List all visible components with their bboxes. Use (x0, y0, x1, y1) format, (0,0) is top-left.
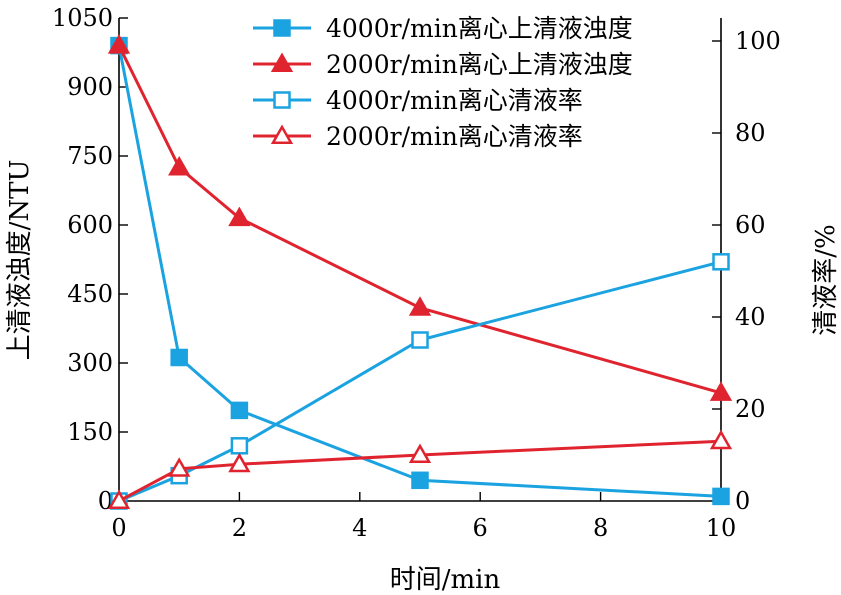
x-tick-label: 2 (232, 514, 247, 542)
series-group (107, 34, 733, 510)
x-tick-label: 6 (473, 514, 488, 542)
x-axis-title: 时间/min (390, 565, 501, 595)
legend-label: 4000r/min离心上清液浊度 (326, 14, 633, 43)
left-y-tick-label: 750 (67, 142, 113, 170)
x-tick-label: 4 (352, 514, 367, 542)
data-point (170, 348, 188, 367)
data-point (230, 401, 249, 420)
x-tick-label: 10 (706, 514, 737, 542)
data-point (712, 253, 730, 271)
data-point (411, 331, 429, 349)
legend-label: 4000r/min离心清液率 (326, 86, 583, 115)
data-point (168, 155, 191, 176)
right-y-tick-label: 60 (735, 211, 766, 239)
data-point (709, 381, 733, 401)
x-tick-label: 0 (111, 514, 126, 542)
data-point (408, 296, 432, 316)
left-y-tick-label: 300 (67, 349, 113, 377)
right-y-tick-label: 80 (735, 119, 766, 147)
data-point (107, 489, 131, 509)
data-point (230, 437, 249, 455)
legend-item: 2000r/min离心清液率 (253, 122, 583, 151)
right-y-tick-label: 40 (735, 303, 766, 331)
right-y-tick-label: 20 (735, 395, 766, 423)
legend-item: 4000r/min离心上清液浊度 (253, 14, 633, 43)
left-y-tick-label: 600 (67, 211, 113, 239)
legend-item: 2000r/min离心上清液浊度 (253, 50, 633, 79)
left-y-tick-label: 150 (67, 418, 113, 446)
right-y-tick-label: 0 (735, 487, 750, 515)
legend-marker (273, 91, 291, 109)
left-y-tick-label: 1050 (52, 4, 113, 32)
series-3 (107, 429, 733, 509)
data-point (709, 429, 733, 450)
data-point (228, 206, 251, 227)
left-y-tick-label: 900 (67, 73, 113, 101)
data-point (712, 487, 730, 506)
data-point (228, 452, 251, 473)
series-2 (110, 253, 730, 510)
data-point (168, 457, 191, 477)
left-axis-title: 上清液浊度/NTU (5, 160, 35, 361)
data-point (408, 443, 432, 463)
series-1 (107, 34, 733, 401)
legend-marker (273, 19, 291, 37)
series-0 (110, 36, 730, 506)
legend-label: 2000r/min离心上清液浊度 (326, 50, 633, 79)
right-y-tick-label: 100 (735, 27, 781, 55)
legend-label: 2000r/min离心清液率 (326, 122, 583, 151)
data-point (411, 471, 429, 490)
legend-item: 4000r/min离心清液率 (253, 86, 583, 115)
legend: 4000r/min离心上清液浊度 2000r/min离心上清液浊度 4000r/mi… (253, 14, 633, 151)
legend-marker (270, 124, 294, 144)
left-y-tick-label: 450 (67, 280, 113, 308)
right-axis-title: 清液率/% (811, 224, 841, 335)
data-point (107, 34, 131, 54)
legend-marker (270, 52, 294, 72)
x-tick-label: 8 (593, 514, 608, 542)
